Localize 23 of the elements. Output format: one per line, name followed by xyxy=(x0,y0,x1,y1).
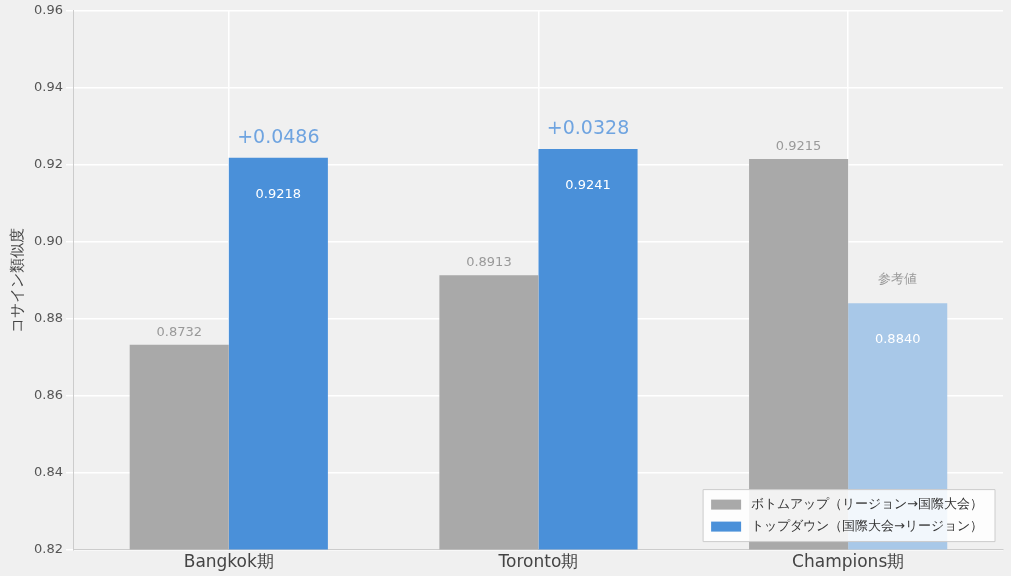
data-label: 0.8732 xyxy=(156,323,202,339)
data-label: 0.9218 xyxy=(255,185,302,201)
y-tick-label: 0.88 xyxy=(33,310,63,326)
data-label: 0.9241 xyxy=(565,176,611,192)
y-axis-title: コサイン類似度 xyxy=(7,227,26,333)
data-label: 0.8913 xyxy=(466,254,512,270)
legend-label: ボトムアップ（リージョン→国際大会） xyxy=(751,495,984,511)
x-tick-label: Bangkok期 xyxy=(183,551,274,572)
y-tick-label: 0.90 xyxy=(33,233,63,249)
data-label: 0.9215 xyxy=(775,137,822,153)
y-tick-label: 0.86 xyxy=(33,387,63,403)
annotation: +0.0486 xyxy=(237,125,320,148)
y-tick-label: 0.82 xyxy=(33,540,63,556)
annotation: +0.0328 xyxy=(546,116,630,139)
data-label: 0.8840 xyxy=(874,331,921,347)
x-tick-label: Champions期 xyxy=(792,551,905,572)
y-tick-label: 0.84 xyxy=(33,464,63,479)
legend-label: トップダウン（国際大会→リージョン） xyxy=(751,517,984,533)
y-tick-label: 0.92 xyxy=(33,156,63,172)
y-tick-label: 0.94 xyxy=(33,79,63,95)
y-tick-label: 0.96 xyxy=(33,2,63,18)
x-tick-label: Toronto期 xyxy=(497,551,579,572)
annotation: 参考値 xyxy=(878,270,918,286)
